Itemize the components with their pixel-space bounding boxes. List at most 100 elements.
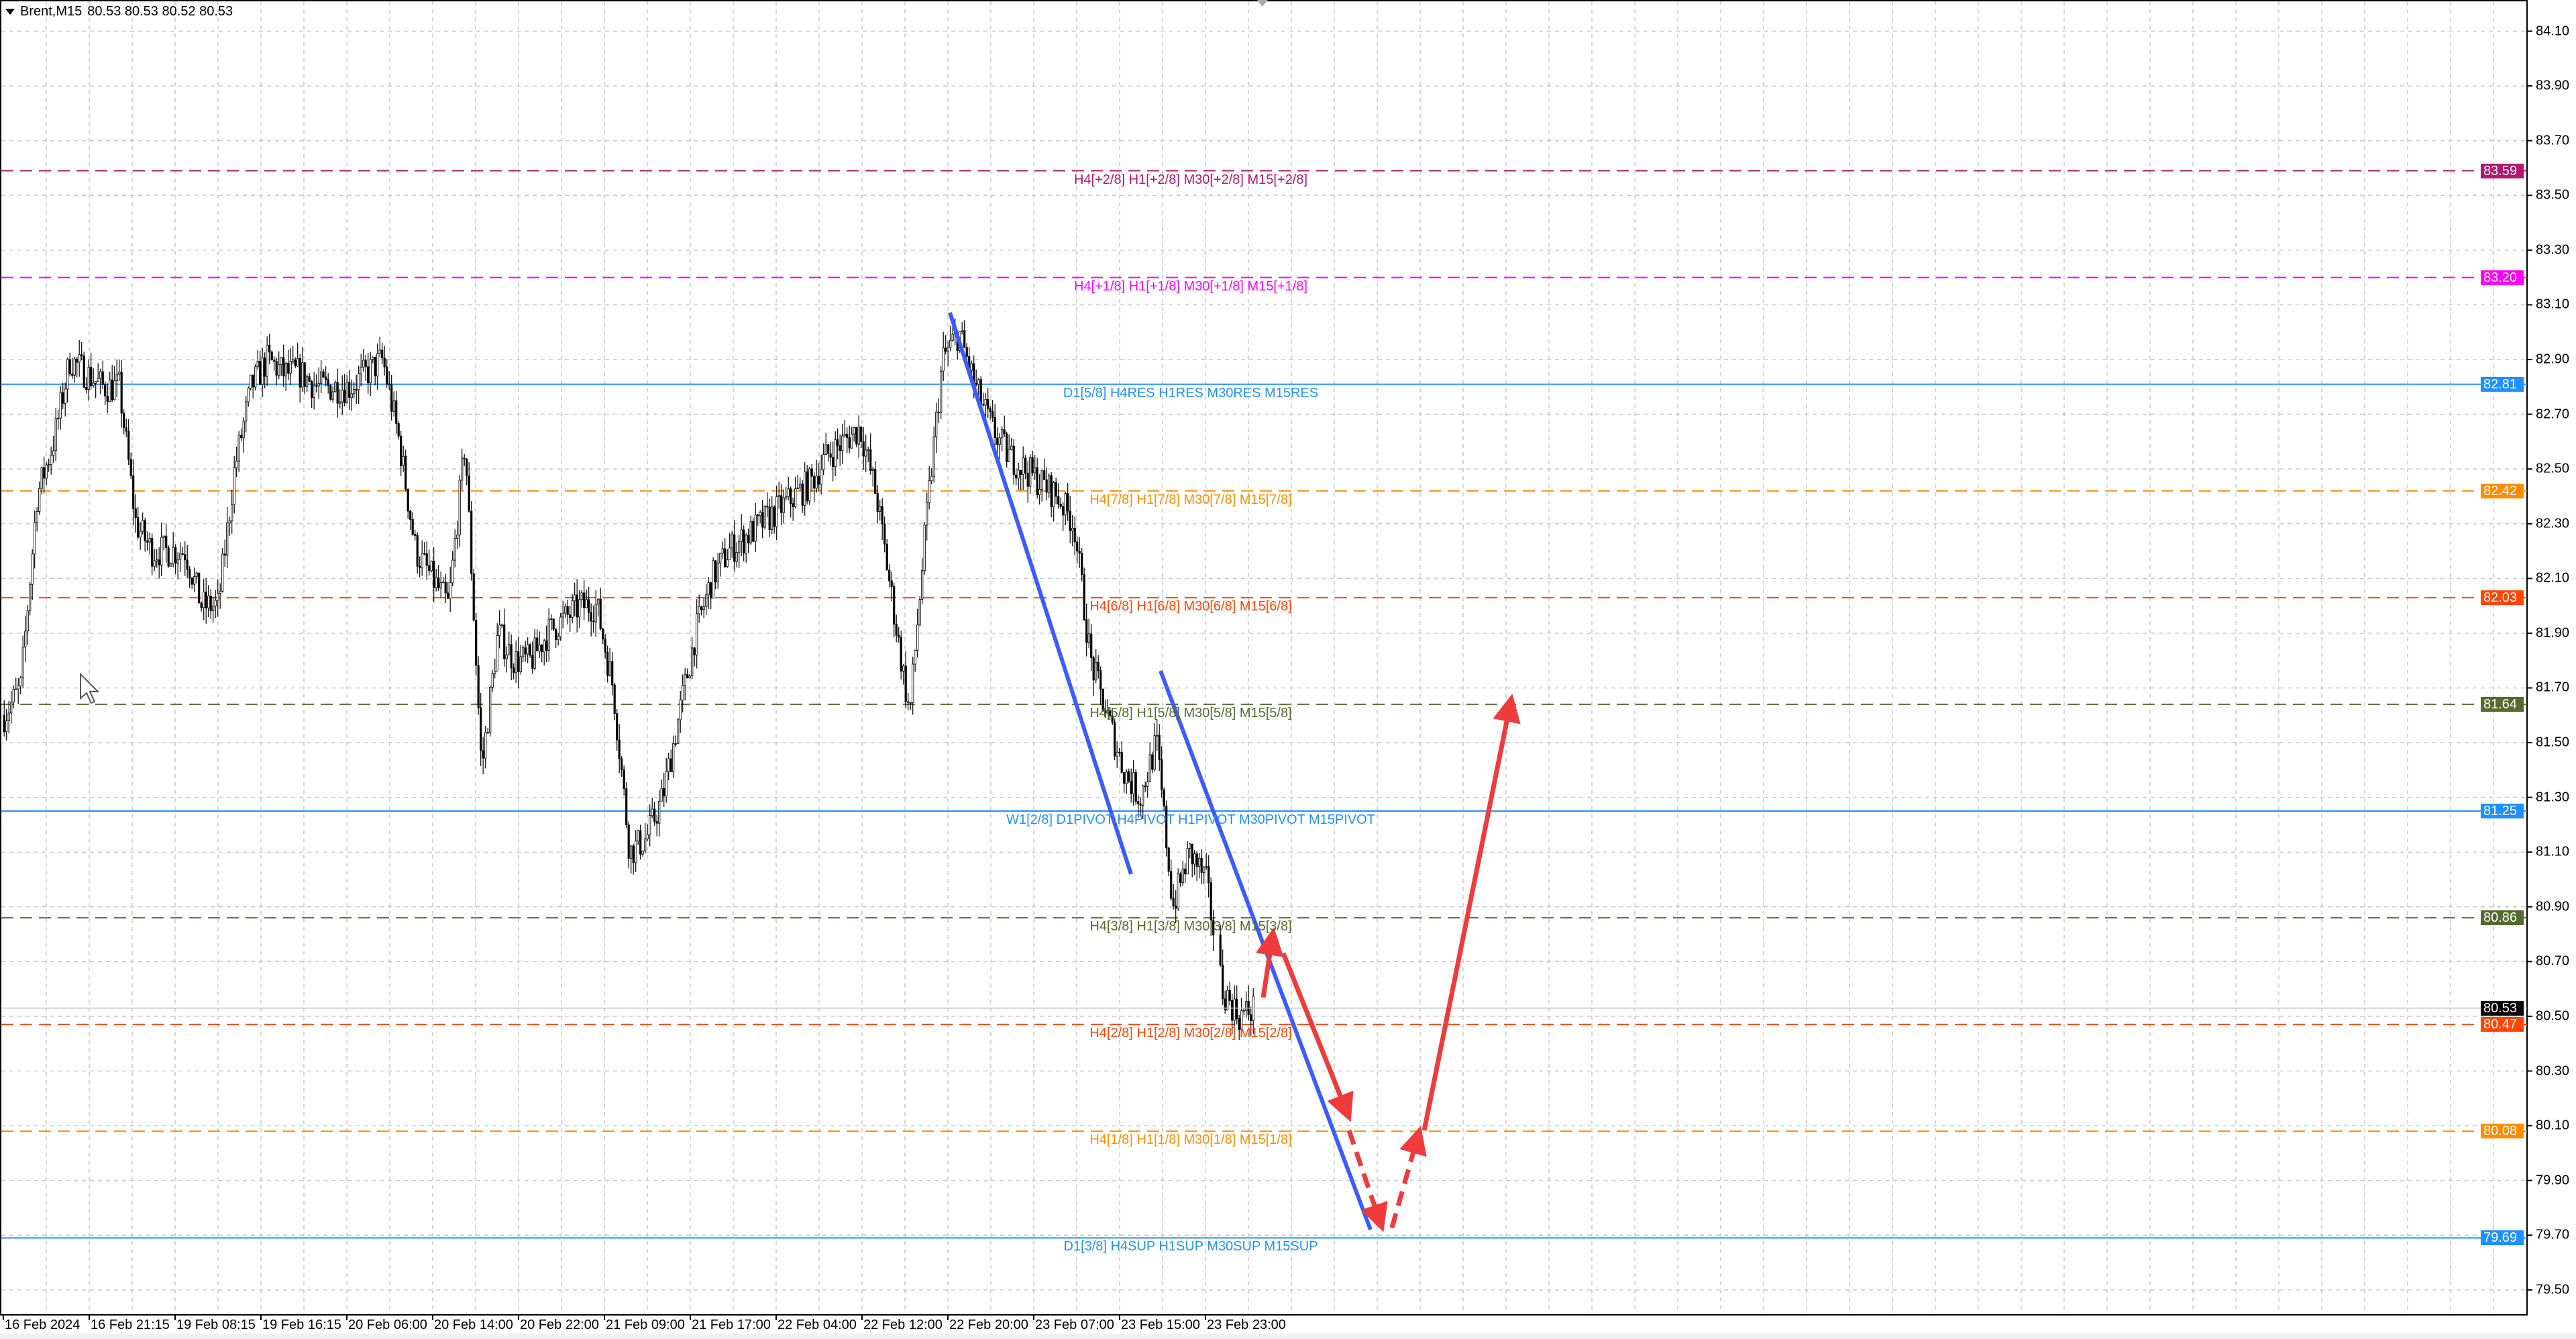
candle — [698, 606, 700, 614]
candle — [311, 380, 313, 398]
candle — [524, 647, 527, 655]
time-tick-label: 22 Feb 20:00 — [949, 1318, 1028, 1332]
candle — [571, 600, 574, 618]
candle — [627, 824, 630, 859]
candle — [423, 553, 426, 555]
candle — [1226, 989, 1229, 1010]
candle — [639, 830, 642, 855]
candle — [480, 707, 482, 751]
candle — [545, 640, 548, 651]
candle — [766, 505, 769, 508]
candle — [1040, 470, 1043, 490]
candle — [527, 644, 529, 655]
candle — [935, 411, 938, 437]
candle — [87, 366, 90, 390]
candle — [334, 382, 337, 392]
candle — [451, 559, 454, 584]
candle — [158, 559, 160, 566]
candle — [80, 354, 83, 356]
candle — [1050, 475, 1053, 508]
candle — [646, 834, 649, 839]
candle — [350, 393, 353, 398]
candle — [1099, 670, 1102, 690]
candle — [991, 411, 994, 418]
candle — [754, 515, 757, 542]
candle — [308, 376, 311, 382]
candle — [1026, 472, 1029, 487]
price-tick-label: 82.10 — [2536, 570, 2570, 586]
level-label: W1[2/8] D1PIVOT H4PIVOT H1PIVOT M30PIVOT… — [1006, 812, 1375, 827]
candle — [1095, 661, 1097, 681]
candle — [716, 562, 719, 582]
price-tick-label: 83.90 — [2536, 78, 2570, 93]
candle — [707, 582, 710, 596]
candle — [317, 382, 320, 387]
candle — [498, 625, 501, 637]
candle — [696, 613, 698, 655]
candle — [31, 553, 34, 585]
candle — [1102, 688, 1104, 711]
candle — [674, 743, 677, 745]
candle — [641, 851, 644, 855]
candle — [153, 560, 156, 567]
time-tick-label: 20 Feb 14:00 — [434, 1318, 513, 1332]
candle — [472, 573, 475, 621]
candle — [517, 651, 520, 672]
candle — [470, 511, 473, 574]
candle — [106, 395, 109, 403]
candle — [543, 640, 545, 653]
candle — [794, 488, 797, 507]
candle — [435, 577, 437, 588]
candle — [118, 372, 121, 375]
candle — [235, 460, 238, 468]
dropdown-triangle-icon[interactable] — [5, 9, 15, 15]
candle — [898, 635, 900, 638]
candle — [684, 674, 686, 686]
candle — [160, 537, 163, 566]
time-tick-label: 23 Feb 15:00 — [1121, 1318, 1200, 1332]
candle — [146, 540, 149, 543]
candle — [890, 580, 893, 587]
price-tick-label: 82.90 — [2536, 352, 2570, 367]
candle — [916, 624, 919, 651]
candle — [353, 389, 356, 394]
candle — [1076, 541, 1079, 551]
candle — [1198, 857, 1201, 867]
candle — [564, 606, 567, 614]
candle — [665, 771, 667, 797]
candle — [59, 392, 62, 419]
candle — [1219, 934, 1222, 966]
candle — [48, 464, 50, 466]
candle — [266, 345, 268, 377]
candle — [132, 475, 135, 509]
candle — [200, 602, 203, 608]
candle — [616, 713, 619, 741]
level-label: H4[7/8] H1[7/8] M30[7/8] M15[7/8] — [1089, 492, 1292, 507]
candle — [604, 639, 606, 653]
candle — [289, 361, 292, 374]
candle — [871, 468, 874, 471]
candle — [491, 673, 494, 688]
candle — [691, 647, 694, 676]
candle — [214, 600, 217, 606]
candle — [364, 360, 367, 368]
candle — [618, 739, 621, 759]
candle — [923, 525, 926, 571]
candle — [26, 610, 29, 632]
candle — [405, 456, 407, 490]
candle — [874, 468, 877, 494]
candle — [987, 399, 989, 409]
candle — [1064, 493, 1067, 516]
candle — [5, 720, 8, 733]
candle — [782, 497, 785, 513]
trend-channel-line — [948, 312, 1133, 875]
candle — [590, 612, 592, 622]
candle — [1153, 735, 1156, 770]
candle — [663, 788, 665, 797]
candle — [904, 665, 907, 702]
candle — [1015, 474, 1018, 479]
candle — [109, 379, 111, 403]
candle — [189, 569, 191, 579]
price-tick-label: 81.70 — [2536, 680, 2570, 695]
